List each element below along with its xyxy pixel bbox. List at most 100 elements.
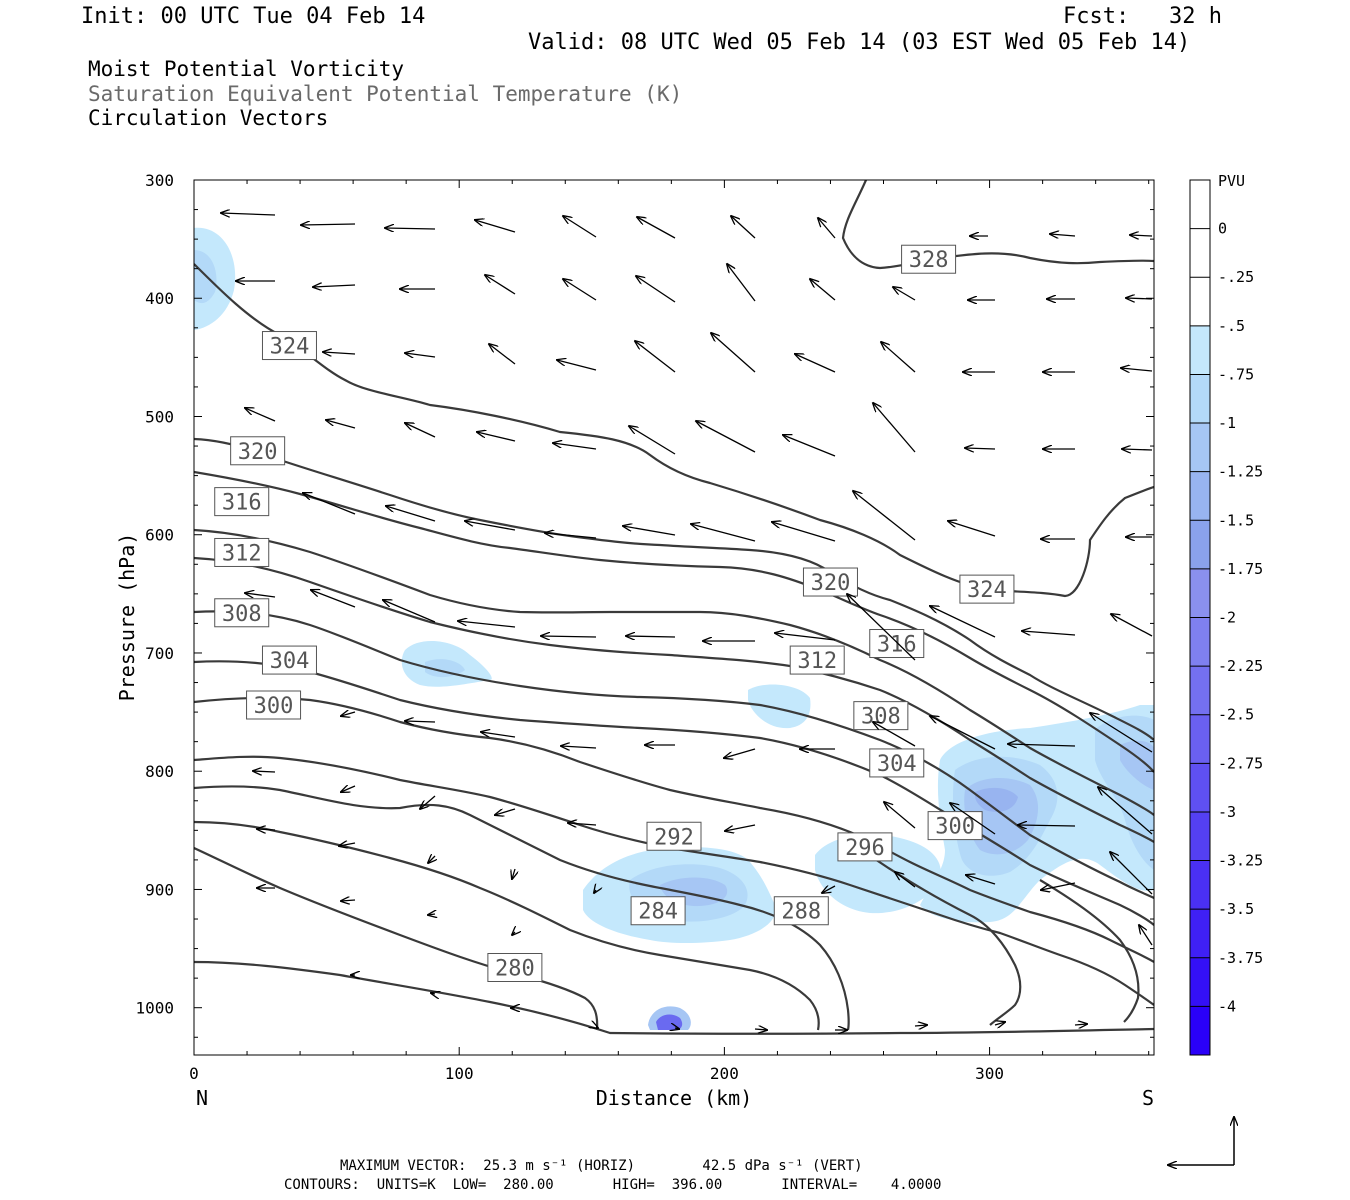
contour-label: 300 xyxy=(935,815,975,840)
circulation-vector xyxy=(553,443,597,450)
contour-label-box xyxy=(789,645,845,675)
contour-label: 316 xyxy=(222,491,262,516)
circulation-vector xyxy=(635,341,676,373)
circulation-vector xyxy=(341,712,356,716)
circulation-vector xyxy=(545,533,597,539)
contour-312 xyxy=(194,528,1154,816)
circulation-vector xyxy=(596,1027,598,1028)
circulation-vectors xyxy=(221,213,1153,1030)
contour-label: 284 xyxy=(638,900,678,925)
contour-296 xyxy=(194,696,1154,963)
circulation-vector xyxy=(339,843,356,846)
contour-label-box xyxy=(214,487,270,517)
circulation-vector xyxy=(1098,787,1153,835)
colorbar-segment xyxy=(1190,471,1210,521)
contour-label-box xyxy=(837,832,893,862)
contour-label-box xyxy=(869,748,925,778)
circulation-vector xyxy=(481,732,516,738)
contour-label: 324 xyxy=(270,335,310,360)
circulation-vector xyxy=(930,716,996,750)
circulation-vector xyxy=(1111,614,1153,637)
contour-324-upper xyxy=(194,263,1154,598)
circulation-vector xyxy=(893,287,916,301)
circulation-vector xyxy=(795,354,836,373)
contour-label-box xyxy=(214,598,270,628)
circulation-vector xyxy=(428,914,435,915)
x-end-label-north: N xyxy=(196,1086,208,1110)
x-tick-label: 0 xyxy=(189,1064,199,1083)
contour-label: 288 xyxy=(781,900,821,925)
contour-300 xyxy=(194,660,1154,926)
colorbar-segment xyxy=(1190,228,1210,278)
circulation-vector xyxy=(1110,852,1153,895)
colorbar-segment xyxy=(1190,617,1210,667)
circulation-vector xyxy=(563,279,597,301)
colorbar-label: 0 xyxy=(1218,220,1227,238)
circulation-vector xyxy=(253,771,276,772)
max-vector-note: MAXIMUM VECTOR: 25.3 m s⁻¹ (HORIZ) 42.5 … xyxy=(340,1158,863,1174)
colorbar-label: -3 xyxy=(1218,803,1236,821)
contour-label-box xyxy=(773,896,829,926)
circulation-vector xyxy=(489,344,516,365)
circulation-vector xyxy=(245,408,276,422)
contour-288 xyxy=(194,785,850,1031)
circulation-vector xyxy=(512,868,515,879)
y-axis-title: Pressure (hPa) xyxy=(115,533,139,702)
circulation-vector xyxy=(948,521,996,537)
circulation-vector xyxy=(1126,298,1153,299)
circulation-vector xyxy=(1018,825,1076,826)
circulation-vector xyxy=(1139,925,1153,946)
circulation-vector xyxy=(1050,234,1076,236)
circulation-vector xyxy=(950,803,996,835)
circulation-vector xyxy=(1122,449,1153,450)
circulation-vector xyxy=(1090,713,1153,753)
circulation-vector xyxy=(495,808,516,815)
colorbar-segment xyxy=(1190,811,1210,861)
contour-label: 312 xyxy=(797,649,837,674)
x-tick-label: 200 xyxy=(710,1064,739,1083)
circulation-vector xyxy=(725,824,756,831)
contour-label: 296 xyxy=(845,836,885,861)
colorbar-segment xyxy=(1190,423,1210,472)
circulation-vector xyxy=(822,886,836,893)
circulation-vector xyxy=(914,1025,927,1026)
contour-label-box xyxy=(869,629,925,659)
contour-label: 308 xyxy=(222,602,262,627)
contour-label-box xyxy=(646,821,702,851)
circulation-vector xyxy=(965,448,996,449)
circulation-vector xyxy=(594,890,596,893)
pv-area xyxy=(1120,740,1154,790)
circulation-vector xyxy=(881,342,916,373)
circulation-vector xyxy=(245,593,276,597)
contour-label: 316 xyxy=(877,633,917,658)
contour-label: 304 xyxy=(270,649,310,674)
circulation-vector xyxy=(257,829,276,830)
contour-label-box xyxy=(261,645,317,675)
contour-304 xyxy=(194,610,1154,899)
colorbar-segment xyxy=(1190,325,1210,375)
pv-colorbar: 0 -.25 -.5 -.75 -1 -1.25 -1.5 -1.75 -2 -2.25 -2.5 -… xyxy=(1189,179,1263,1056)
contour-label-box xyxy=(261,331,317,361)
circulation-vector xyxy=(431,993,435,994)
colorbar-label: -2.5 xyxy=(1218,706,1254,724)
circulation-vector xyxy=(847,594,916,661)
circulation-vector xyxy=(775,633,836,641)
circulation-vector xyxy=(994,1022,1005,1025)
contour-292 xyxy=(194,755,1154,1006)
circulation-vector xyxy=(420,795,436,809)
colorbar-segment xyxy=(1190,374,1210,424)
pv-shading xyxy=(194,227,1154,1030)
circulation-vector xyxy=(485,275,516,295)
contour-308 xyxy=(194,556,1154,843)
x-end-label-south: S xyxy=(1142,1086,1154,1110)
contour-label: 312 xyxy=(222,541,262,566)
circulation-vector xyxy=(557,360,597,371)
contour-label-box xyxy=(802,567,858,597)
contour-label: 328 xyxy=(909,248,949,273)
y-tick-label: 500 xyxy=(145,407,174,426)
colorbar-segment xyxy=(1190,568,1210,618)
contour-label: 292 xyxy=(654,825,694,850)
circulation-vector xyxy=(636,276,676,303)
circulation-vector xyxy=(313,285,356,287)
colorbar-label: -2.25 xyxy=(1218,657,1263,675)
